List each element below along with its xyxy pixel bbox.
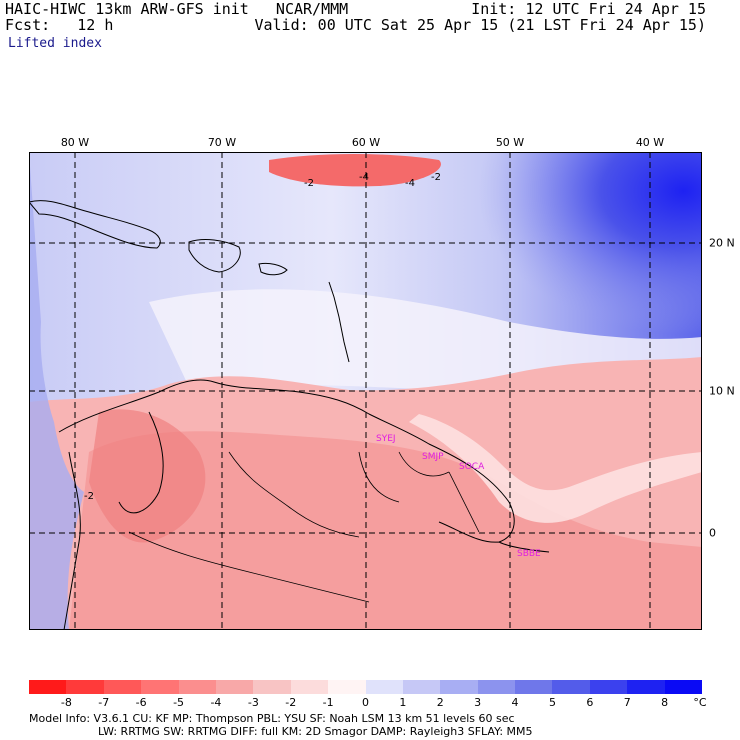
lat-label: 0 bbox=[709, 526, 716, 540]
legend-tick: 4 bbox=[511, 696, 519, 709]
map-frame bbox=[29, 152, 702, 630]
legend-tick: -3 bbox=[247, 696, 259, 709]
legend-tick: 1 bbox=[399, 696, 407, 709]
unstable-core bbox=[69, 431, 702, 630]
lon-label: 50 W bbox=[495, 136, 525, 149]
legend-tick: 8 bbox=[661, 696, 669, 709]
contour-label: -2 bbox=[431, 172, 441, 183]
contour-label: -4 bbox=[359, 172, 369, 183]
station-label: SOCA bbox=[459, 462, 485, 472]
legend-tick: -5 bbox=[173, 696, 185, 709]
legend-swatch bbox=[29, 680, 67, 694]
legend-tick: -7 bbox=[98, 696, 110, 709]
legend-swatch bbox=[103, 680, 142, 694]
pacific-west bbox=[29, 152, 84, 630]
model-info-line1: Model Info: V3.6.1 CU: KF MP: Thompson P… bbox=[29, 712, 515, 725]
lon-label: 80 W bbox=[60, 136, 90, 149]
contour-label: -2 bbox=[304, 178, 314, 189]
legend-swatch bbox=[440, 680, 478, 694]
legend-swatch bbox=[253, 680, 291, 694]
legend-swatch bbox=[477, 680, 516, 694]
model-title: HAIC-HIWC 13km ARW-GFS init NCAR/MMM bbox=[5, 0, 349, 18]
lat-label: 20 N bbox=[709, 236, 735, 250]
country-borders bbox=[128, 451, 480, 603]
lon-label: 70 W bbox=[207, 136, 237, 149]
model-info-line2: LW: RRTMG SW: RRTMG DIFF: full KM: 2D Sm… bbox=[98, 725, 533, 738]
legend-tick: 6 bbox=[586, 696, 594, 709]
lifted-index-map: -2 -4 -4 -2 -2 SYEJ SMJP SOCA SBBE bbox=[28, 152, 702, 631]
station-label: SYEJ bbox=[376, 434, 396, 444]
legend-tick: 5 bbox=[548, 696, 556, 709]
legend-swatch bbox=[215, 680, 254, 694]
legend-swatch bbox=[365, 680, 403, 694]
legend-swatch bbox=[552, 680, 590, 694]
legend-tick: 0 bbox=[362, 696, 369, 709]
legend-swatch bbox=[515, 680, 553, 694]
legend-tick: -2 bbox=[285, 696, 297, 709]
legend-swatch bbox=[328, 680, 366, 694]
coastlines bbox=[28, 200, 550, 631]
legend-swatch bbox=[402, 680, 441, 694]
forecast-hour: Fcst: 12 h bbox=[5, 16, 114, 34]
unstable-patch-north bbox=[269, 154, 441, 187]
legend-tick: -1 bbox=[322, 696, 334, 709]
legend-swatch bbox=[66, 680, 104, 694]
contour-label: -4 bbox=[405, 178, 415, 189]
contour-label: -2 bbox=[84, 491, 94, 502]
legend-swatch bbox=[141, 680, 179, 694]
unstable-core-west bbox=[89, 409, 206, 543]
legend-unit: °C bbox=[693, 696, 707, 709]
legend-swatch bbox=[664, 680, 703, 694]
legend-tick: -6 bbox=[135, 696, 147, 709]
valid-time: Valid: 00 UTC Sat 25 Apr 15 (21 LST Fri … bbox=[254, 16, 706, 34]
lon-label: 40 W bbox=[635, 136, 665, 149]
legend-swatch bbox=[178, 680, 216, 694]
legend-tick: -8 bbox=[60, 696, 72, 709]
color-legend bbox=[29, 680, 703, 694]
legend-tick: 2 bbox=[436, 696, 444, 709]
legend-tick: 7 bbox=[623, 696, 631, 709]
legend-swatch bbox=[589, 680, 628, 694]
station-label: SMJP bbox=[422, 452, 444, 462]
legend-swatch bbox=[627, 680, 665, 694]
legend-tick: -4 bbox=[210, 696, 222, 709]
lon-label: 60 W bbox=[351, 136, 381, 149]
legend-tick: 3 bbox=[474, 696, 482, 709]
lat-label: 10 N bbox=[709, 384, 735, 398]
graticule bbox=[29, 152, 702, 630]
station-label: SBBE bbox=[517, 549, 541, 559]
amazon-band bbox=[409, 414, 702, 523]
legend-swatch bbox=[290, 680, 329, 694]
field-name: Lifted index bbox=[8, 36, 102, 51]
init-time: Init: 12 UTC Fri 24 Apr 15 bbox=[471, 0, 706, 18]
